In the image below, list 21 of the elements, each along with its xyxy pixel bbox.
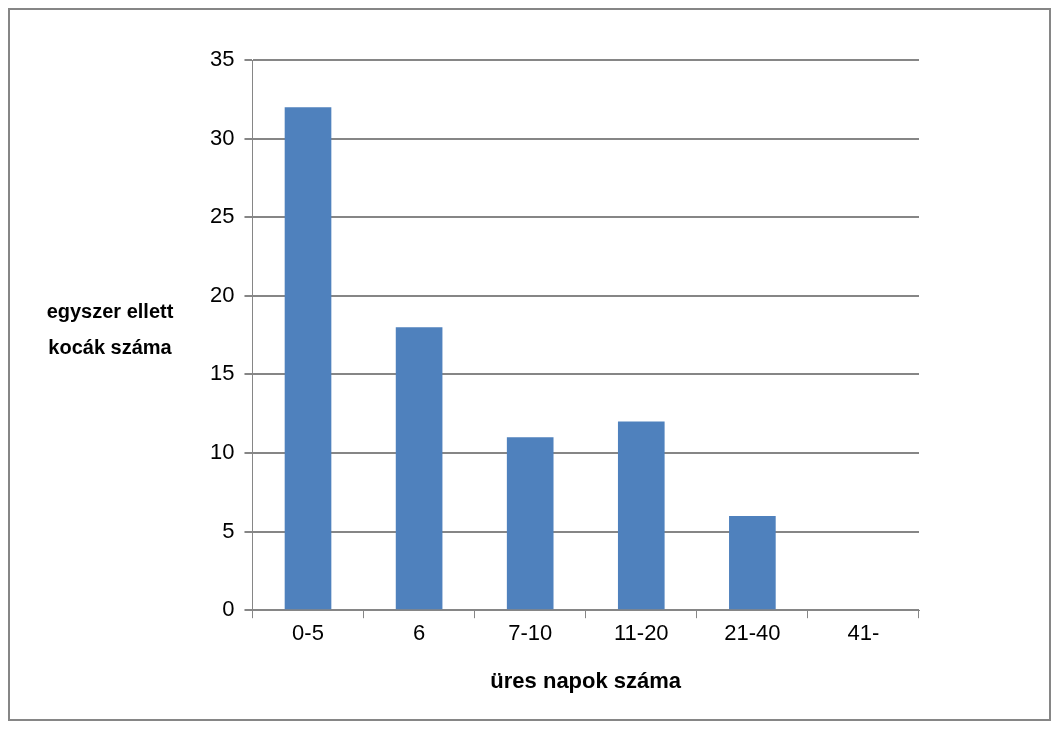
bar — [729, 515, 776, 610]
bar — [506, 437, 554, 610]
bar — [395, 327, 443, 610]
y-axis-title: egyszer ellett kocák száma — [46, 299, 174, 358]
y-tick-label: 30 — [209, 124, 235, 150]
x-tick-label: 11-20 — [613, 620, 669, 646]
y-tick-label: 35 — [209, 46, 235, 72]
x-tick-label: 21-40 — [724, 620, 781, 646]
y-tick-label: 15 — [209, 360, 235, 386]
y-tick-label: 25 — [209, 203, 235, 229]
y-tick-label: 5 — [222, 517, 235, 543]
y-tick-label: 0 — [222, 596, 235, 622]
y-tick-label: 10 — [209, 439, 235, 465]
bar — [284, 107, 332, 610]
x-axis-title: üres napok száma — [490, 667, 682, 693]
x-tick-label: 7-10 — [508, 620, 553, 646]
bar — [617, 421, 665, 610]
y-tick-label: 20 — [209, 281, 235, 307]
x-tick-label: 6 — [412, 620, 426, 646]
x-tick-label: 41- — [847, 620, 880, 646]
x-tick-label: 0-5 — [292, 620, 324, 646]
